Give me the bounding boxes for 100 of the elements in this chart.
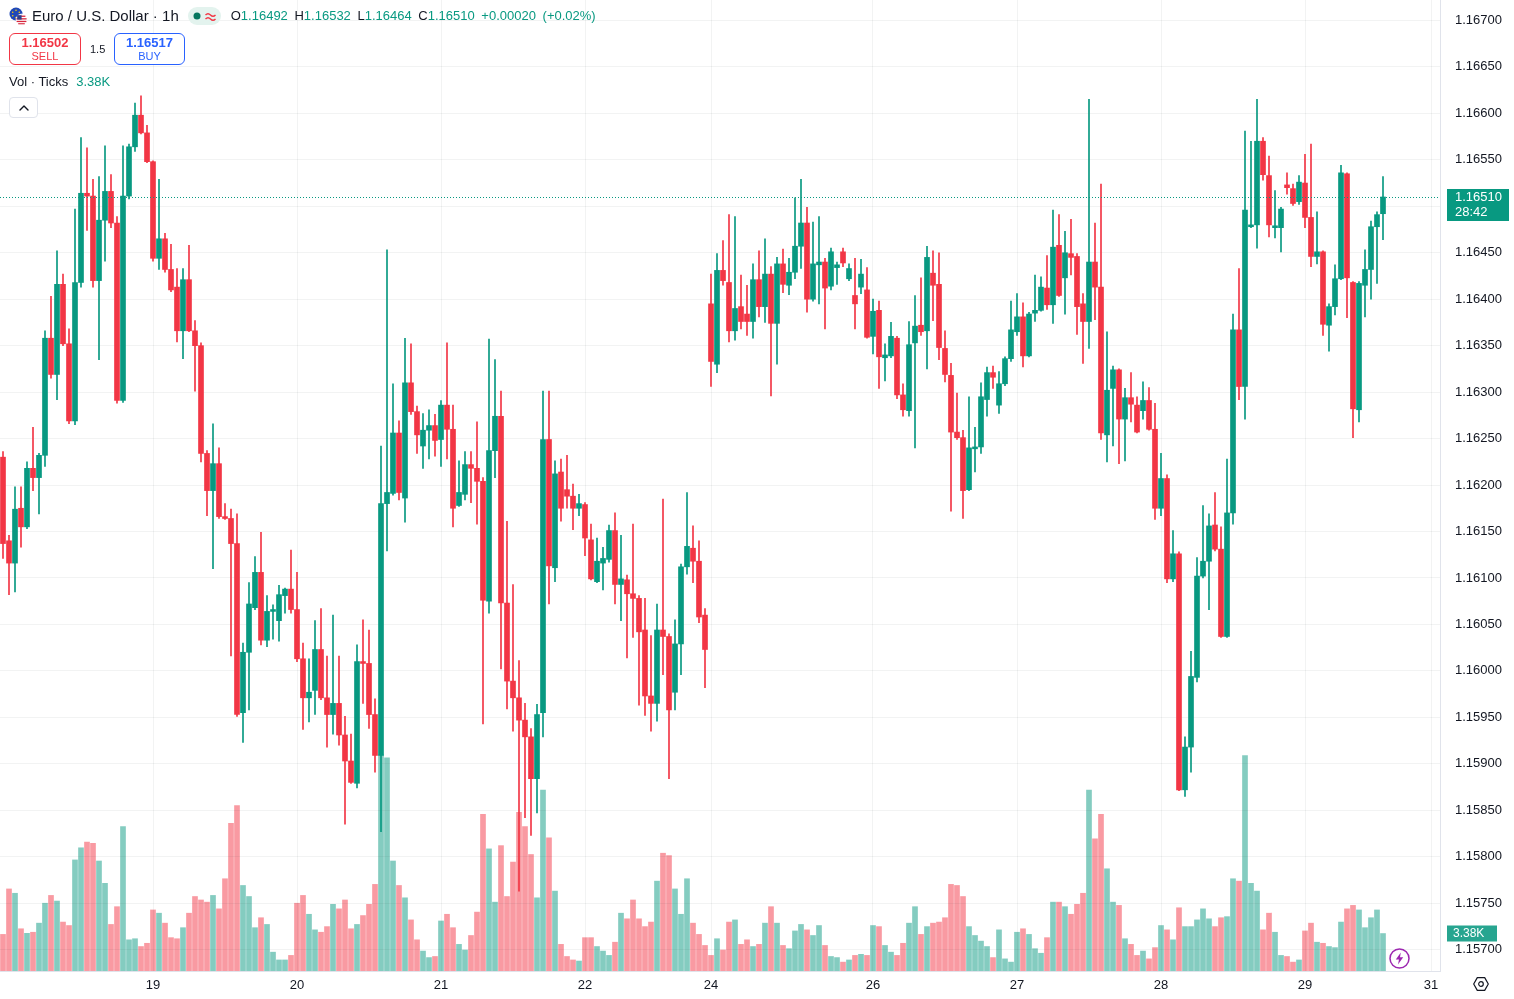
y-tick-label: 1.16350 — [1455, 337, 1502, 353]
x-tick-label: 20 — [289, 977, 305, 993]
bar — [24, 932, 30, 971]
bar — [654, 880, 660, 971]
candlestick — [306, 658, 312, 723]
y-tick-label: 1.16200 — [1455, 476, 1502, 492]
bar — [54, 900, 60, 971]
bar — [330, 903, 336, 971]
y-tick-label: 1.16550 — [1455, 151, 1502, 167]
candlestick — [1314, 211, 1320, 265]
annotation: 1.5 — [90, 43, 106, 56]
y-tick-label: 1.16400 — [1455, 290, 1502, 306]
x-tick-label: 29 — [1297, 977, 1313, 993]
candlestick — [1128, 372, 1134, 423]
bar — [1314, 941, 1320, 971]
bar — [1044, 937, 1050, 971]
y-tick-label: 1.16450 — [1455, 244, 1502, 260]
bar — [756, 944, 762, 971]
bar — [1086, 789, 1092, 971]
candlestick — [84, 147, 90, 231]
candlestick — [918, 277, 924, 336]
y-tick-label: 1.16100 — [1455, 569, 1502, 585]
bar — [1170, 939, 1176, 971]
y-tick-label: 1.15850 — [1455, 801, 1502, 817]
bar — [858, 954, 864, 971]
bar — [432, 956, 438, 971]
bar — [12, 892, 18, 971]
bar — [840, 961, 846, 971]
bar — [1236, 880, 1242, 971]
bar — [552, 890, 558, 971]
x-tick-label: 24 — [703, 977, 719, 993]
candlestick — [732, 216, 738, 341]
y-tick-label: 1.15900 — [1455, 755, 1502, 771]
bar — [438, 920, 444, 971]
annotation: 3.38K — [76, 74, 111, 89]
x-tick-label: 28 — [1153, 977, 1169, 993]
bar — [852, 955, 858, 971]
candlestick — [618, 534, 624, 622]
bar — [768, 906, 774, 971]
bar — [396, 885, 402, 971]
candlestick — [1284, 172, 1290, 195]
bar — [1116, 905, 1122, 971]
bar — [354, 924, 360, 971]
bar — [402, 897, 408, 971]
bar — [918, 934, 924, 971]
bar — [618, 912, 624, 971]
bar — [732, 919, 738, 971]
sell-button: 1.16502 SELL — [9, 33, 81, 65]
y-tick-label: 1.16650 — [1455, 58, 1502, 74]
text: Euro / U.S. Dollar · 1h — [32, 7, 179, 25]
bar — [576, 960, 582, 971]
ref-line-label: 1.16510 — [1455, 189, 1502, 205]
y-tick-label: 1.16150 — [1455, 523, 1502, 539]
bar — [612, 941, 618, 971]
bar — [156, 912, 162, 971]
y-tick-label: 1.15800 — [1455, 848, 1502, 864]
bar — [864, 955, 870, 971]
bar — [258, 917, 264, 971]
y-tick-label: 1.16000 — [1455, 662, 1502, 678]
bar — [1296, 959, 1302, 971]
bar — [822, 945, 828, 971]
candlestick — [720, 240, 726, 286]
bar — [1122, 938, 1128, 971]
candlestick — [522, 703, 528, 819]
x-tick-label: 21 — [433, 977, 449, 993]
annotation: 1.16502 — [21, 35, 69, 50]
candlestick — [30, 427, 36, 491]
bar — [846, 959, 852, 971]
bar — [180, 927, 186, 971]
bar — [1020, 928, 1026, 971]
y-tick-label: 1.16300 — [1455, 383, 1502, 399]
bar — [1176, 907, 1182, 971]
bar — [1158, 925, 1164, 971]
bar — [1320, 942, 1326, 971]
candlestick — [210, 423, 216, 569]
bar — [780, 945, 786, 971]
y-tick-label: 1.16700 — [1455, 12, 1502, 28]
bar — [1164, 929, 1170, 971]
candlestick — [1110, 365, 1116, 447]
chart-title: Vol · Ticks — [9, 74, 69, 89]
y-tick-label: 1.15750 — [1455, 894, 1502, 910]
y-tick-label: 1.16600 — [1455, 104, 1502, 120]
text: 28:42 — [1455, 204, 1488, 220]
annotation: 1.16517 — [126, 35, 173, 50]
bar — [714, 938, 720, 971]
bar — [774, 922, 780, 971]
bar — [30, 931, 36, 971]
x-tick-label: 31 — [1423, 977, 1439, 993]
x-tick-label: 27 — [1009, 977, 1025, 993]
bar — [762, 922, 768, 971]
bar — [876, 926, 882, 971]
y-tick-label: 1.15700 — [1455, 941, 1502, 957]
bar — [750, 946, 756, 971]
candlestick — [330, 614, 336, 735]
bar — [1050, 901, 1056, 971]
text: 3.38K — [1453, 925, 1485, 940]
bar — [804, 929, 810, 971]
bar — [48, 895, 54, 971]
y-tick-label: 1.16250 — [1455, 430, 1502, 446]
x-tick-label: 26 — [865, 977, 881, 993]
